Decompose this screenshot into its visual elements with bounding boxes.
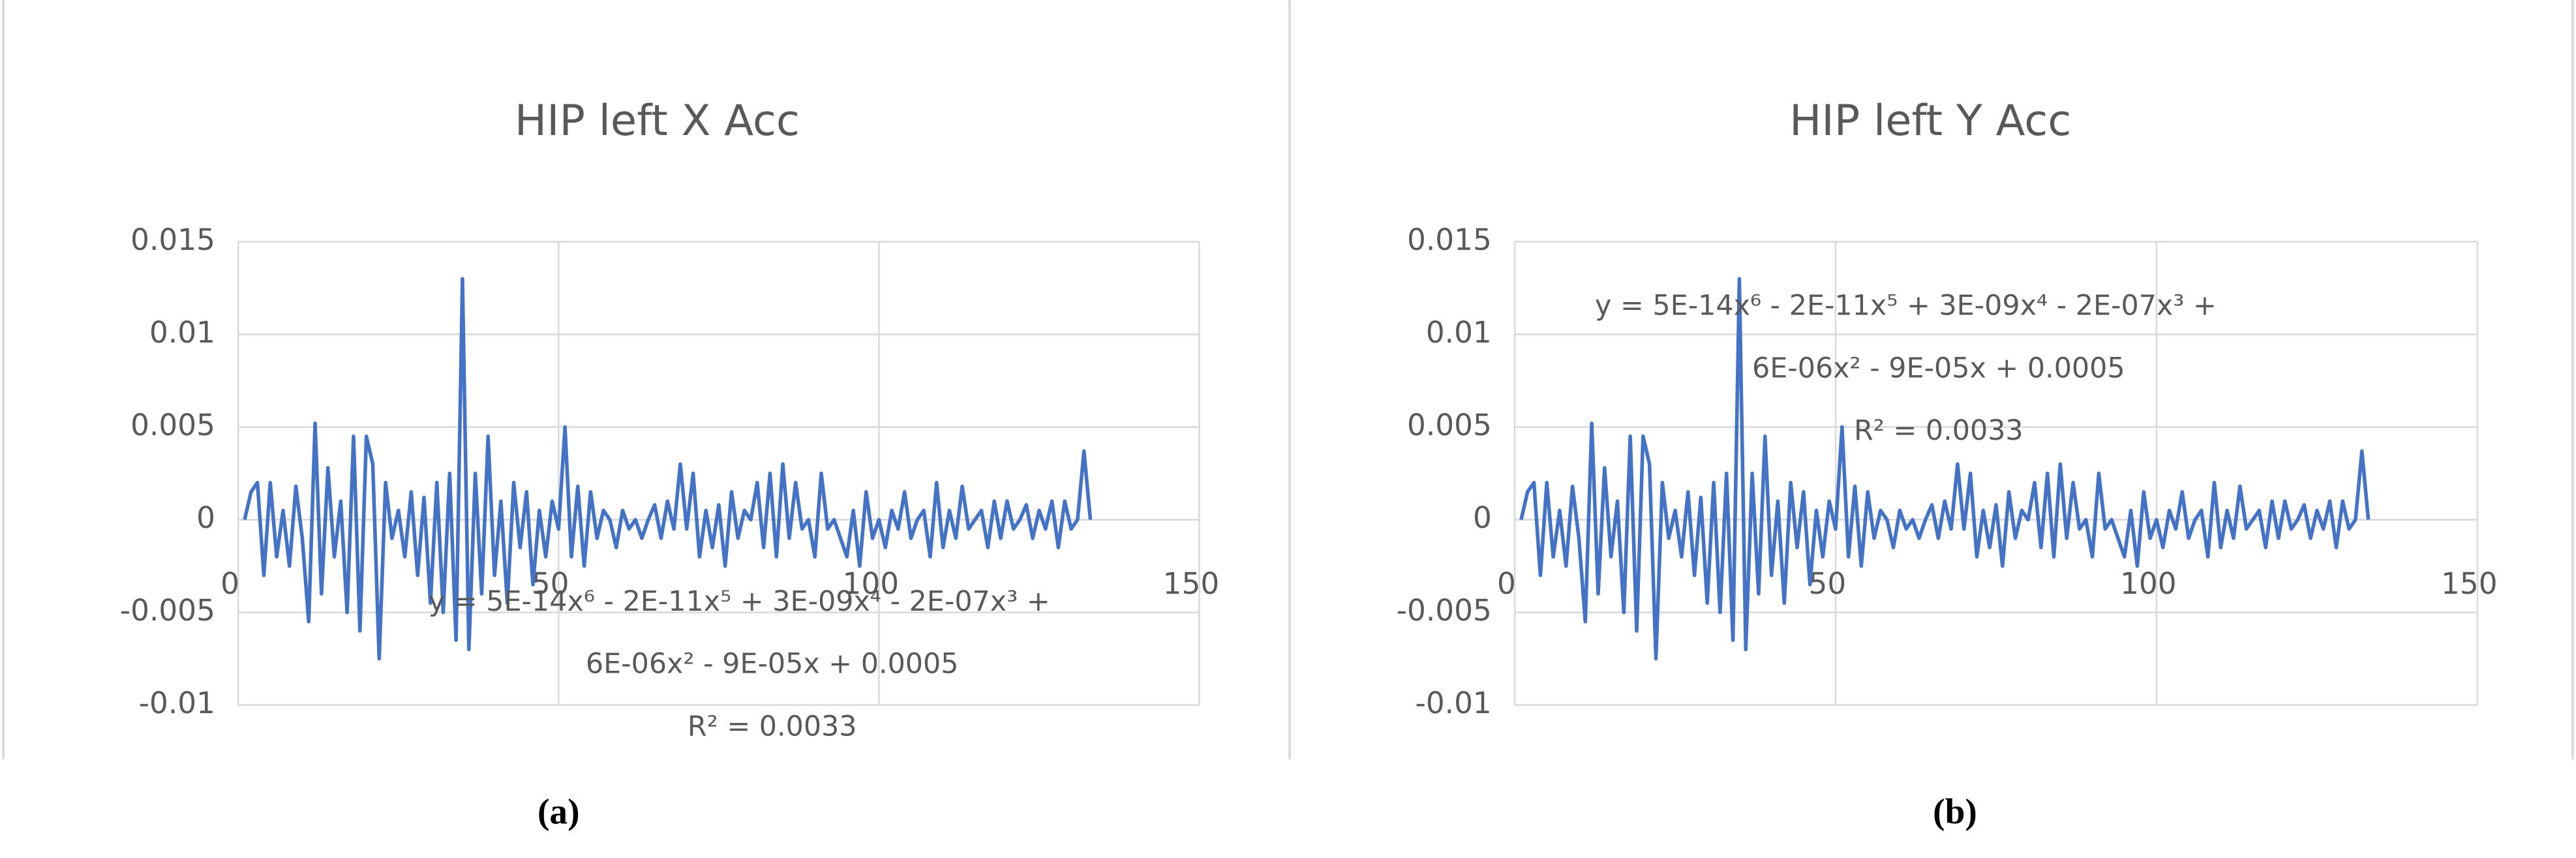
trendline-equation: y = 5E-14x⁶ - 2E-11x⁵ + 3E-09x⁴ - 2E-07x… <box>1595 290 2217 322</box>
trendline-equation: 6E-06x² - 9E-05x + 0.0005 <box>1752 352 2125 384</box>
x-tick-label: 50 <box>532 566 569 601</box>
trendline-equation: y = 5E-14x⁶ - 2E-11x⁵ + 3E-09x⁴ - 2E-07x… <box>429 585 1050 618</box>
x-tick-label: 100 <box>2120 566 2177 601</box>
y-tick-label: -0.01 <box>1415 686 1491 720</box>
data-line <box>243 277 1093 661</box>
y-tick-label: 0 <box>1473 500 1492 535</box>
chart-title: HIP left X Acc <box>515 96 800 146</box>
y-tick-label: 0.015 <box>1407 222 1492 257</box>
x-tick-label: 0 <box>220 566 239 601</box>
y-tick-label: 0.015 <box>130 222 215 257</box>
caption: (a) <box>538 791 580 831</box>
y-tick-label: 0.005 <box>1407 408 1492 442</box>
chart-title: HIP left Y Acc <box>1789 96 2071 146</box>
y-tick-label: -0.005 <box>1397 593 1492 628</box>
y-tick-label: 0.01 <box>149 315 215 350</box>
x-tick-label: 0 <box>1497 566 1516 601</box>
trendline-equation: R² = 0.0033 <box>688 710 857 743</box>
y-tick-label: 0.005 <box>130 408 215 442</box>
y-tick-label: -0.01 <box>139 686 215 720</box>
y-tick-label: -0.005 <box>120 593 215 628</box>
trendline-equation: R² = 0.0033 <box>1854 414 2023 447</box>
x-tick-label: 100 <box>843 566 900 601</box>
caption: (b) <box>1933 791 1977 831</box>
x-tick-label: 50 <box>1809 566 1847 601</box>
trendline-equation: 6E-06x² - 9E-05x + 0.0005 <box>586 648 959 681</box>
x-tick-label: 150 <box>2441 566 2498 601</box>
x-tick-label: 150 <box>1163 566 1220 601</box>
data-line <box>1519 277 2371 661</box>
y-tick-label: 0 <box>196 500 215 535</box>
y-tick-label: 0.01 <box>1426 315 1492 350</box>
